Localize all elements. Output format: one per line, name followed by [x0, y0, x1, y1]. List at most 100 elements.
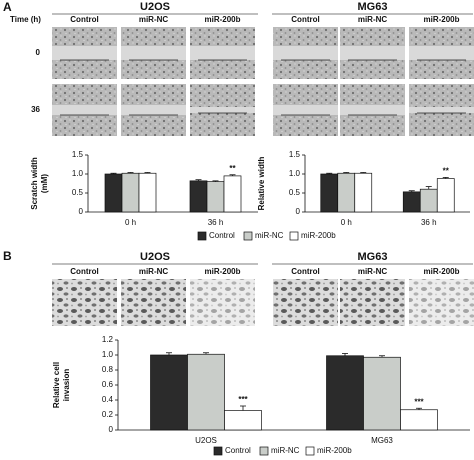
column-label: miR-NC	[358, 15, 388, 24]
bar	[206, 181, 225, 213]
x-tick-label: U2OS	[195, 436, 217, 445]
y-tick-label: 1.5	[72, 150, 84, 159]
bar	[189, 180, 208, 213]
legend-swatch	[243, 231, 253, 241]
scratch-gap	[190, 46, 255, 60]
y-axis-label: invasion	[62, 369, 71, 402]
significance: **	[443, 167, 450, 176]
scratch-gap	[52, 105, 117, 115]
legend-label: miR-NC	[255, 231, 284, 240]
cell-line-title: U2OS	[140, 1, 170, 13]
bar	[320, 173, 339, 213]
legend-swatch	[259, 446, 269, 456]
column-label: miR-200b	[204, 15, 240, 24]
scratch-gap	[340, 105, 405, 115]
scratch-gap	[273, 46, 338, 60]
y-tick-label: 0.5	[72, 188, 84, 197]
bar	[363, 356, 401, 431]
legend-label: Control	[225, 446, 251, 455]
bar	[121, 172, 140, 213]
invasion-image	[273, 279, 338, 326]
cell-line-title: MG63	[358, 251, 388, 263]
y-tick-label: 0.4	[102, 395, 114, 404]
panel-label: B	[3, 249, 12, 263]
cell-line-title: MG63	[358, 1, 388, 13]
bar	[354, 172, 373, 213]
legend-swatch	[213, 446, 223, 456]
legend-label: Control	[209, 231, 235, 240]
y-tick-label: 0.2	[102, 410, 114, 419]
y-tick-label: 0	[109, 425, 114, 434]
y-tick-label: 0	[79, 207, 84, 216]
column-label: Control	[70, 15, 98, 24]
x-tick-label: MG63	[371, 436, 393, 445]
x-tick-label: 36 h	[421, 218, 437, 227]
time-label: Time (h)	[10, 15, 41, 24]
row-label: 0	[36, 48, 41, 57]
bar	[337, 172, 356, 213]
y-tick-label: 0.8	[102, 365, 114, 374]
y-axis-label: Scratch width	[30, 157, 39, 210]
bar	[436, 178, 455, 213]
invasion-image	[409, 279, 474, 326]
y-tick-label: 1.0	[72, 169, 84, 178]
significance: ***	[238, 395, 248, 404]
y-tick-label: 0	[296, 207, 301, 216]
bar	[402, 191, 421, 213]
y-axis-label: (mM)	[40, 174, 49, 193]
column-label: miR-NC	[358, 267, 388, 276]
bar	[223, 175, 242, 213]
panel-label: A	[3, 0, 12, 14]
bar	[150, 354, 188, 431]
column-label: Control	[291, 15, 319, 24]
bar	[138, 172, 157, 213]
legend-swatch	[289, 231, 299, 241]
significance: **	[229, 164, 236, 173]
scratch-gap	[409, 46, 474, 60]
scratch-gap	[340, 46, 405, 60]
column-label: miR-NC	[139, 15, 169, 24]
y-tick-label: 1.0	[289, 169, 301, 178]
x-tick-label: 0 h	[125, 218, 136, 227]
bar	[187, 353, 225, 431]
legend-label: miR-NC	[271, 446, 300, 455]
y-tick-label: 1.2	[102, 335, 114, 344]
bar	[104, 173, 123, 213]
y-tick-label: 1.0	[102, 350, 114, 359]
y-axis-label: Relative cell	[52, 362, 61, 408]
legend-swatch	[305, 446, 315, 456]
legend-label: miR-200b	[301, 231, 336, 240]
invasion-image	[340, 279, 405, 326]
invasion-image	[52, 279, 117, 326]
column-label: Control	[291, 267, 319, 276]
scratch-gap	[273, 105, 338, 115]
bar	[400, 409, 438, 431]
legend-swatch	[197, 231, 207, 241]
scratch-gap	[190, 107, 255, 113]
scratch-gap	[52, 46, 117, 60]
row-label: 36	[31, 105, 40, 114]
legend-label: miR-200b	[317, 446, 352, 455]
scratch-gap	[409, 107, 474, 113]
y-tick-label: 0.5	[289, 188, 301, 197]
column-label: Control	[70, 267, 98, 276]
invasion-image	[121, 279, 186, 326]
bar	[326, 355, 364, 431]
scratch-gap	[121, 46, 186, 60]
x-tick-label: 0 h	[341, 218, 352, 227]
column-label: miR-200b	[204, 267, 240, 276]
column-label: miR-200b	[423, 15, 459, 24]
column-label: miR-NC	[139, 267, 169, 276]
bar	[419, 188, 438, 213]
x-tick-label: 36 h	[208, 218, 224, 227]
bar	[224, 410, 262, 431]
scratch-gap	[121, 105, 186, 115]
significance: ***	[414, 397, 424, 406]
y-tick-label: 0.6	[102, 380, 114, 389]
invasion-image	[190, 279, 255, 326]
y-tick-label: 1.5	[289, 150, 301, 159]
cell-line-title: U2OS	[140, 251, 170, 263]
column-label: miR-200b	[423, 267, 459, 276]
